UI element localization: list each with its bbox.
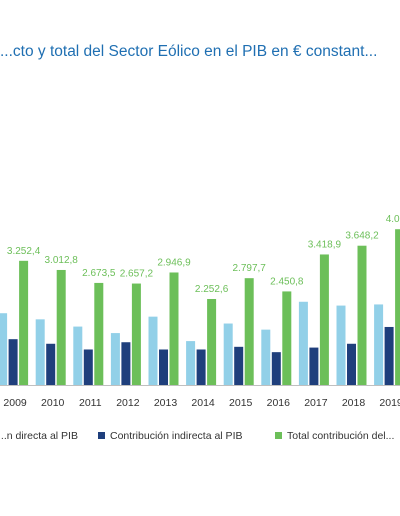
data-label-total-2013: 2.946,9	[157, 257, 191, 268]
bar-indirect-2013	[159, 349, 168, 385]
bar-indirect-2014	[196, 349, 206, 385]
data-label-total-2012: 2.657,2	[120, 269, 154, 280]
x-tick-label-2019: 2019	[379, 397, 400, 409]
legend-label-direct: ...n directa al PIB	[0, 430, 78, 442]
bar-direct-2011	[73, 326, 83, 385]
bar-total-2013	[169, 272, 179, 385]
bar-total-2015	[244, 278, 254, 385]
bar-total-2010	[56, 269, 66, 385]
legend-item-direct: ...n directa al PIB	[0, 430, 78, 442]
data-label-total-2016: 2.450,8	[270, 276, 304, 287]
bar-direct-2017	[298, 301, 308, 385]
bar-indirect-2011	[83, 349, 93, 385]
data-label-total-2011: 2.673,5	[82, 268, 116, 279]
legend-item-indirect: Contribución indirecta al PIB	[98, 430, 243, 442]
legend-label-total: Total contribución del...	[287, 430, 395, 442]
x-tick-label-2012: 2012	[116, 397, 140, 409]
data-label-total-2019: 4.08...	[386, 214, 400, 225]
legend-label-indirect: Contribución indirecta al PIB	[110, 430, 243, 442]
data-label-total-2010: 3.012,8	[45, 255, 79, 266]
bar-total-2018	[357, 245, 367, 385]
data-label-total-2009: 3.252,4	[7, 246, 41, 257]
legend-item-total: Total contribución del...	[275, 430, 394, 442]
data-label-total-2018: 3.648,2	[345, 231, 379, 242]
bar-total-2019	[395, 229, 400, 385]
data-label-total-2015: 2.797,7	[233, 263, 267, 274]
x-tick-label-2018: 2018	[342, 397, 366, 409]
bar-direct-2018	[336, 305, 346, 385]
x-tick-label-2011: 2011	[79, 397, 102, 409]
bar-direct-2019	[374, 304, 384, 385]
bar-direct-2016	[261, 329, 271, 385]
bar-total-2016	[282, 291, 292, 385]
x-tick-label-2014: 2014	[191, 397, 215, 409]
bar-total-2014	[207, 298, 217, 385]
bar-direct-2009	[0, 313, 8, 385]
bar-indirect-2009	[8, 339, 18, 385]
x-tick-label-2017: 2017	[304, 397, 328, 409]
bar-total-2009	[19, 260, 29, 385]
bar-direct-2013	[148, 316, 158, 385]
bar-indirect-2012	[121, 342, 131, 385]
bar-direct-2015	[223, 323, 233, 385]
chart-title: ...cto y total del Sector Eólico en el P…	[0, 43, 378, 60]
bar-total-2017	[319, 254, 329, 385]
x-tick-label-2013: 2013	[154, 397, 178, 409]
bar-indirect-2019	[384, 326, 394, 385]
legend-swatch-indirect	[98, 432, 105, 439]
x-tick-label-2015: 2015	[229, 397, 253, 409]
x-tick-label-2016: 2016	[267, 397, 291, 409]
bar-indirect-2018	[347, 343, 356, 385]
bar-total-2012	[131, 283, 141, 385]
bar-indirect-2016	[271, 352, 281, 385]
data-label-total-2014: 2.252,6	[195, 284, 229, 295]
bar-direct-2014	[186, 341, 196, 385]
bar-total-2011	[94, 282, 104, 385]
legend-swatch-total	[275, 432, 282, 439]
bar-direct-2010	[35, 319, 45, 385]
x-tick-label-2009: 2009	[3, 397, 27, 409]
x-tick-label-2010: 2010	[41, 397, 65, 409]
bar-indirect-2010	[46, 343, 56, 385]
bar-indirect-2017	[309, 347, 319, 385]
bar-direct-2012	[110, 333, 120, 385]
bar-indirect-2015	[234, 346, 244, 385]
data-label-total-2017: 3.418,9	[308, 239, 342, 250]
